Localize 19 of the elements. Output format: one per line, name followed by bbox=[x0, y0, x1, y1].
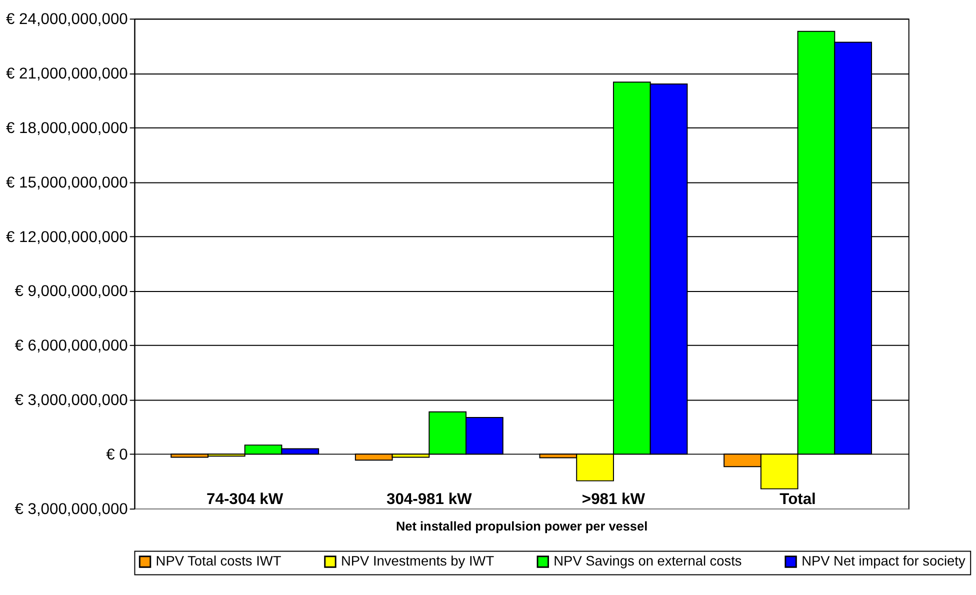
y-tick-label: € 21,000,000,000 bbox=[6, 65, 128, 82]
legend-label: NPV Savings on external costs bbox=[554, 554, 742, 569]
y-tick-label: € 6,000,000,000 bbox=[14, 338, 128, 355]
y-tick-label: € 0 bbox=[106, 446, 128, 464]
x-tick-label: 304-981 kW bbox=[386, 491, 472, 508]
y-tick-label: € 3,000,000,000 bbox=[14, 500, 128, 518]
legend-label: NPV Investments by IWT bbox=[341, 554, 495, 569]
x-tick-label: 74-304 kW bbox=[206, 491, 284, 508]
x-tick-label: >981 kW bbox=[582, 491, 646, 508]
y-tick-label: € 15,000,000,000 bbox=[6, 174, 128, 192]
y-tick-label: € 18,000,000,000 bbox=[6, 120, 128, 137]
x-tick-label: Total bbox=[780, 491, 816, 508]
y-tick-label: € 3,000,000,000 bbox=[14, 392, 128, 410]
legend-label: NPV Net impact for society bbox=[802, 554, 966, 569]
x-axis-title: Net installed propulsion power per vessel bbox=[396, 518, 648, 534]
y-tick-label: € 12,000,000,000 bbox=[6, 228, 128, 246]
y-tick-label: € 24,000,000,000 bbox=[6, 11, 128, 28]
legend-label: NPV Total costs IWT bbox=[156, 554, 282, 569]
y-tick-label: € 9,000,000,000 bbox=[14, 283, 128, 300]
